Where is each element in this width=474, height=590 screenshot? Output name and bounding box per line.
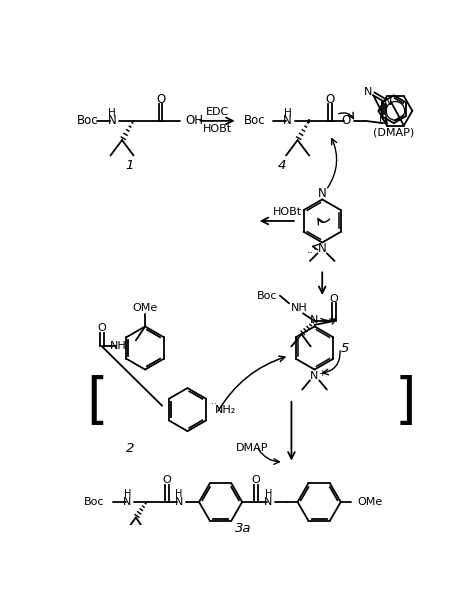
Text: EDC: EDC (206, 107, 229, 117)
Text: O: O (341, 114, 351, 127)
Text: O: O (252, 476, 260, 486)
Text: ..: .. (211, 398, 217, 407)
Text: N: N (318, 242, 327, 255)
Text: 5: 5 (341, 342, 349, 355)
Text: OMe: OMe (133, 303, 158, 313)
Text: HOBt: HOBt (203, 123, 232, 133)
Text: 1: 1 (126, 159, 134, 172)
Text: +: + (319, 369, 326, 378)
Text: N: N (264, 497, 273, 507)
Text: N: N (283, 114, 292, 127)
Text: N: N (364, 87, 373, 97)
Text: H: H (175, 489, 182, 499)
Text: 2: 2 (126, 441, 134, 455)
Text: OH: OH (185, 114, 203, 127)
Text: 3a: 3a (236, 523, 252, 536)
Text: N: N (310, 315, 319, 325)
Text: NH: NH (291, 303, 308, 313)
Text: N: N (379, 116, 387, 126)
Text: H: H (108, 108, 116, 118)
Text: O: O (156, 93, 165, 106)
Text: NH: NH (110, 342, 127, 352)
Text: (DMAP): (DMAP) (374, 127, 415, 137)
Text: ]: ] (394, 375, 416, 429)
Text: O: O (329, 294, 338, 304)
Text: O: O (325, 93, 335, 106)
Text: H: H (264, 489, 272, 499)
Text: ..: .. (307, 245, 314, 255)
Text: N: N (318, 186, 327, 200)
Text: [: [ (87, 375, 108, 429)
Text: 4: 4 (278, 159, 286, 172)
Text: NH₂: NH₂ (215, 405, 237, 415)
Text: OMe: OMe (358, 497, 383, 507)
Text: Boc: Boc (257, 291, 277, 301)
Text: HOBt: HOBt (273, 206, 302, 217)
Text: DMAP: DMAP (236, 443, 268, 453)
Text: Boc: Boc (244, 114, 265, 127)
Text: O: O (98, 323, 106, 333)
Text: N: N (383, 97, 392, 107)
Text: H: H (284, 108, 292, 118)
Text: Boc: Boc (83, 497, 104, 507)
Text: Boc: Boc (77, 114, 99, 127)
Text: N: N (175, 497, 183, 507)
Text: N: N (310, 371, 319, 381)
Text: O: O (162, 476, 171, 486)
Text: N: N (123, 497, 132, 507)
Text: H: H (124, 489, 131, 499)
Text: N: N (108, 114, 117, 127)
